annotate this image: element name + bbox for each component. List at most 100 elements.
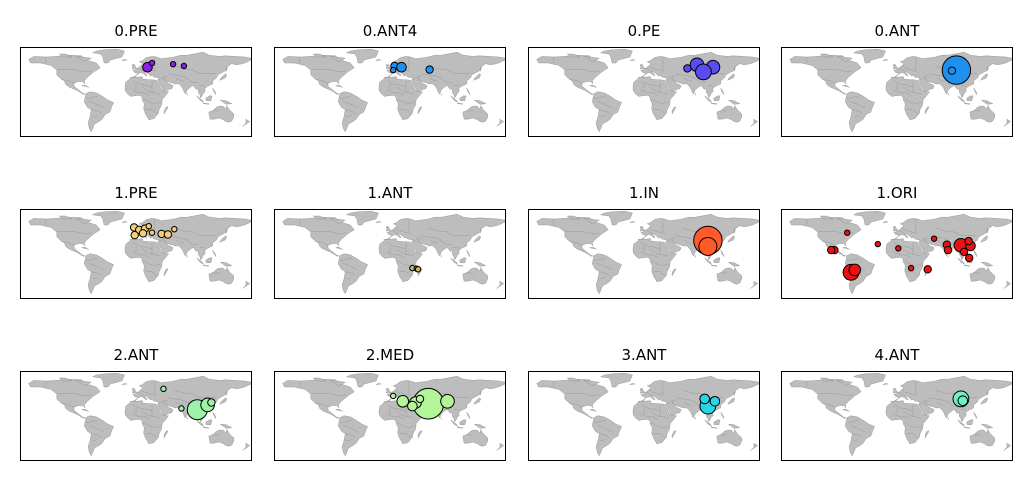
- country-border: [645, 68, 653, 73]
- country-border: [936, 401, 945, 406]
- country-border: [453, 247, 460, 249]
- landmass: [710, 264, 718, 267]
- country-border: [661, 380, 665, 396]
- location-marker: [163, 230, 173, 239]
- country-border: [569, 403, 583, 408]
- country-border: [153, 218, 157, 234]
- country-border: [653, 433, 666, 439]
- landmass: [462, 266, 489, 285]
- landmass: [456, 102, 464, 105]
- country-border: [137, 68, 145, 73]
- country-border: [565, 69, 600, 73]
- world-map: [781, 371, 1013, 461]
- landmass: [583, 379, 600, 387]
- location-marker: [874, 240, 882, 248]
- country-border: [936, 77, 945, 82]
- landmass: [924, 106, 930, 115]
- landmass: [727, 423, 741, 429]
- landmass: [947, 255, 949, 258]
- landmass: [345, 372, 379, 388]
- map-canvas: [28, 372, 251, 457]
- landmass: [969, 266, 996, 285]
- landmass: [980, 235, 988, 243]
- country-border: [906, 433, 919, 439]
- country-border: [315, 241, 329, 246]
- country-border: [666, 77, 675, 82]
- location-marker: [390, 392, 397, 400]
- landmass: [312, 53, 327, 58]
- landmass: [536, 378, 609, 419]
- country-border: [597, 425, 613, 433]
- landmass: [219, 99, 233, 105]
- country-border: [640, 413, 659, 421]
- marker-layer: [129, 223, 178, 240]
- landmass: [694, 93, 696, 96]
- landmass: [710, 426, 718, 429]
- landmass: [81, 408, 89, 412]
- country-border: [671, 237, 676, 243]
- marker-layer: [390, 61, 434, 74]
- location-marker: [695, 63, 712, 81]
- country-border: [594, 257, 606, 262]
- country-border: [61, 403, 75, 408]
- country-border: [852, 109, 863, 115]
- landmass: [750, 118, 759, 127]
- landmass: [629, 221, 636, 223]
- panel-title: 2.ANT: [113, 346, 159, 364]
- country-border: [397, 422, 415, 428]
- landmass: [242, 442, 251, 451]
- country-border: [853, 115, 859, 117]
- landmass: [973, 87, 978, 95]
- country-border: [661, 218, 665, 234]
- landmass: [589, 84, 597, 88]
- landmass: [1003, 118, 1012, 127]
- landmass: [947, 93, 949, 96]
- landmass: [75, 217, 92, 225]
- country-border: [683, 77, 692, 82]
- country-border: [143, 260, 161, 266]
- world-map: [20, 371, 252, 461]
- landmass: [496, 118, 505, 127]
- country-border: [675, 235, 696, 241]
- country-border: [145, 109, 158, 115]
- landmass: [589, 408, 597, 412]
- country-border: [185, 239, 199, 245]
- landmass: [219, 423, 233, 429]
- world-map: [274, 47, 506, 137]
- country-border: [158, 401, 167, 406]
- country-border: [852, 433, 863, 439]
- country-border: [893, 413, 912, 421]
- landmass: [639, 225, 645, 232]
- landmass: [716, 104, 743, 123]
- country-border: [199, 85, 206, 87]
- landmass: [710, 102, 718, 105]
- landmass: [599, 48, 633, 64]
- landmass: [716, 428, 743, 447]
- location-marker: [907, 264, 915, 272]
- landmass: [375, 59, 382, 61]
- country-border: [421, 235, 442, 241]
- country-border: [167, 73, 188, 79]
- location-marker: [848, 263, 862, 277]
- country-border: [898, 68, 906, 73]
- world-map: [20, 47, 252, 137]
- landmass: [81, 84, 89, 88]
- country-border: [343, 425, 359, 433]
- landmass: [440, 93, 442, 96]
- map-canvas: [536, 372, 759, 457]
- landmass: [720, 87, 725, 95]
- country-border: [185, 77, 199, 83]
- landmass: [892, 63, 898, 70]
- country-border: [315, 403, 329, 408]
- country-border: [902, 227, 917, 234]
- landmass: [202, 426, 210, 429]
- landmass: [466, 411, 471, 419]
- location-marker: [947, 66, 957, 75]
- landmass: [629, 383, 636, 385]
- land-layer: [536, 372, 759, 457]
- landmass: [890, 213, 1012, 261]
- map-canvas: [789, 210, 1012, 295]
- country-border: [61, 79, 75, 84]
- landmass: [882, 221, 889, 223]
- country-border: [132, 80, 153, 88]
